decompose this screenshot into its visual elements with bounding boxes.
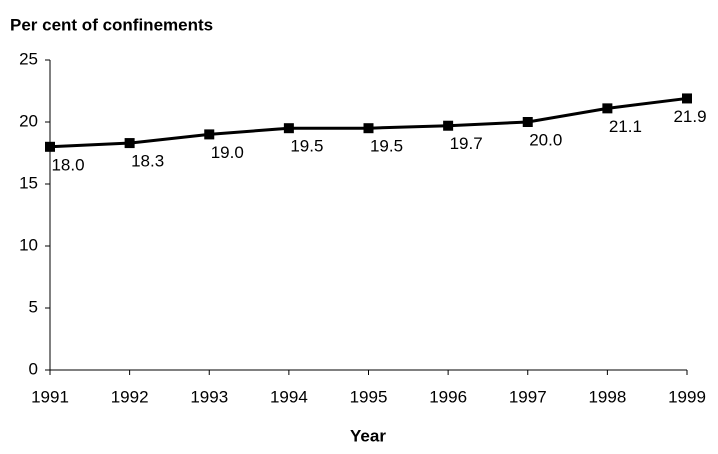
data-point <box>522 117 533 127</box>
y-tick-label: 15 <box>19 173 38 192</box>
x-tick-label: 1995 <box>350 387 388 406</box>
data-label: 18.0 <box>51 155 84 174</box>
data-point <box>602 103 613 114</box>
x-tick-label: 1994 <box>270 387 308 406</box>
data-point <box>204 129 215 140</box>
x-tick-label: 1999 <box>668 387 706 406</box>
data-point <box>283 123 294 134</box>
data-point <box>682 93 692 104</box>
y-tick-label: 0 <box>29 359 38 378</box>
data-point <box>45 141 55 152</box>
data-label: 19.7 <box>450 134 483 153</box>
data-label: 19.0 <box>211 143 244 162</box>
x-tick-label: 1998 <box>588 387 626 406</box>
data-label: 21.9 <box>673 107 706 126</box>
x-tick-label: 1996 <box>429 387 467 406</box>
y-tick-label: 25 <box>19 49 38 68</box>
x-axis-title: Year <box>350 426 386 445</box>
data-point <box>363 123 374 134</box>
y-axis-title: Per cent of confinements <box>10 15 213 34</box>
data-point <box>443 120 454 131</box>
x-tick-label: 1993 <box>190 387 228 406</box>
data-label: 21.1 <box>609 117 642 136</box>
data-line <box>49 96 688 149</box>
y-tick-label: 10 <box>19 235 38 254</box>
y-tick-label: 5 <box>29 297 38 316</box>
data-label: 20.0 <box>529 130 562 149</box>
data-point <box>124 138 135 149</box>
data-label: 19.5 <box>370 137 403 156</box>
y-tick-label: 20 <box>19 111 38 130</box>
data-label: 19.5 <box>290 137 323 156</box>
x-tick-label: 1997 <box>509 387 547 406</box>
data-label: 18.3 <box>131 152 164 171</box>
x-tick-label: 1991 <box>31 387 69 406</box>
x-tick-label: 1992 <box>111 387 149 406</box>
